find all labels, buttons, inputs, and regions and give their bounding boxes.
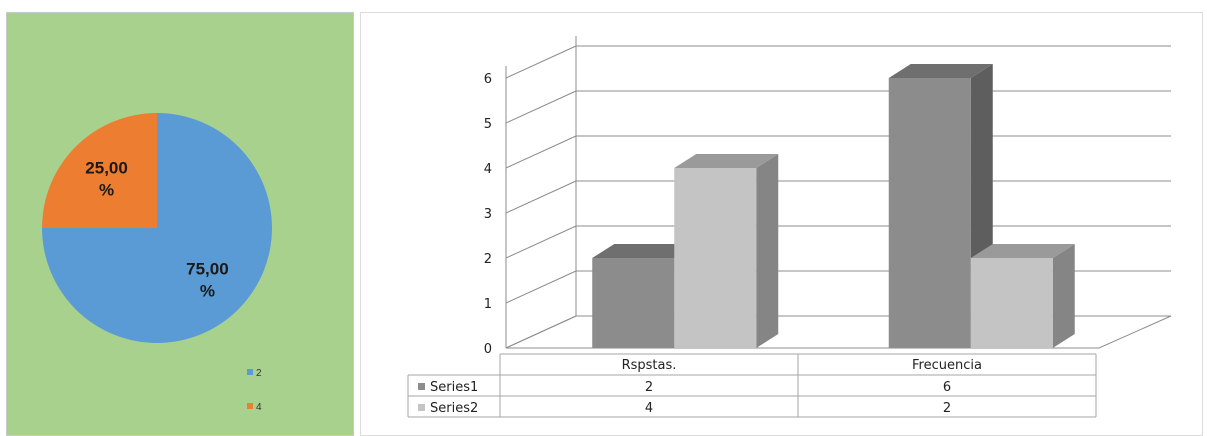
gridline-side-6 [505,45,577,79]
pie-data-label-4: 25,00% [85,159,128,200]
x-category-label: Frecuencia [912,358,982,373]
legend-label-4: 4 [256,402,262,413]
gridline-side-3 [505,180,577,214]
y-tick-label: 6 [484,72,492,87]
legend-swatch-2 [247,369,253,375]
bar-series2-2 [970,244,1075,348]
bar-chart-3d: 0 1 2 3 4 5 6 Rspstas. Frecuencia Series1 2 6 Series… [407,36,1172,418]
table-cell-value: 2 [645,380,653,395]
y-tick-label: 3 [484,207,492,222]
gridline-side-1 [505,270,577,304]
legend-swatch-4 [247,403,253,409]
y-tick-label: 2 [484,252,492,267]
pie-chart: 75,00 % 25,00 % 2 4 [7,13,353,435]
y-tick-label: 5 [484,117,492,132]
pie-chart-panel: 75,00% 25,00% 2 4 [6,12,354,436]
gridline-side-5 [505,90,577,124]
y-tick-label: 4 [484,162,492,177]
legend-key-series1 [418,383,425,390]
legend-label-2: 2 [256,368,262,379]
y-tick-label: 1 [484,297,492,312]
gridline-side-2 [505,225,577,259]
table-cell-value: 6 [943,380,951,395]
series-name-series1: Series1 [430,380,478,395]
bar-series2-1 [674,154,779,348]
data-table: Rspstas. Frecuencia Series1 2 6 Series2 4 2 [407,353,1097,418]
series-name-series2: Series2 [430,401,478,416]
x-category-label: Rspstas. [622,358,677,373]
table-cell-value: 4 [645,401,653,416]
y-tick-label: 0 [484,342,492,357]
pie-data-label-2: 75,00% [186,259,229,300]
table-cell-value: 2 [943,401,951,416]
gridline-side-4 [505,135,577,169]
pie-slice-4 [42,113,157,228]
bar-series1-2 [888,64,993,348]
bar-chart-panel: 0 1 2 3 4 5 6 Rspstas. Frecuencia Series1 2 6 Series… [360,12,1203,436]
legend-key-series2 [418,404,425,411]
